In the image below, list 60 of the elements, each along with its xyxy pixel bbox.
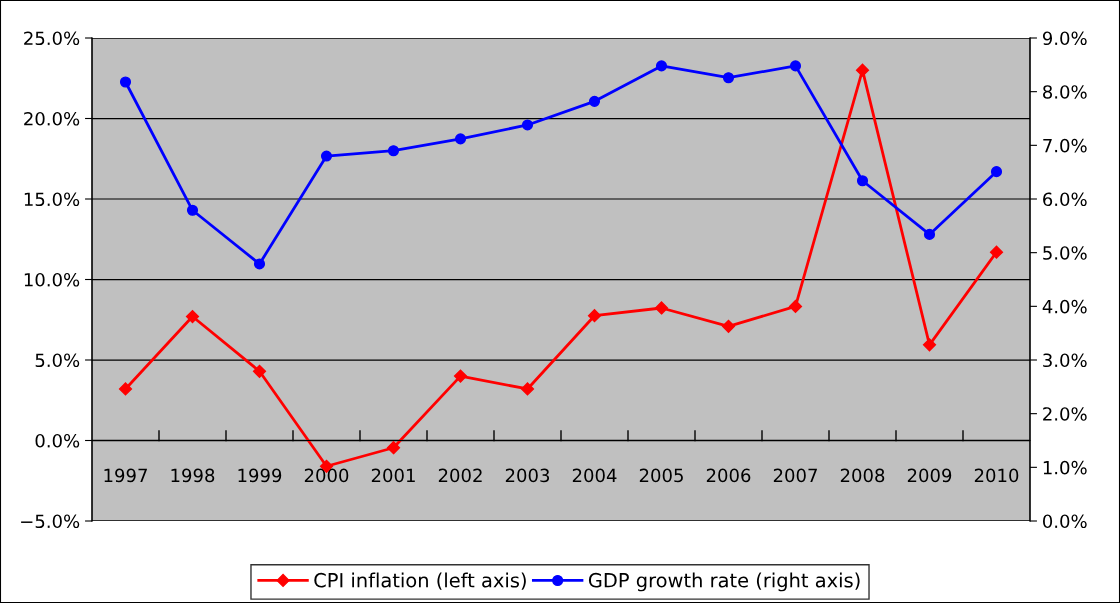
point bbox=[386, 441, 401, 455]
point bbox=[320, 150, 333, 162]
x-tick-label: 2008 bbox=[840, 468, 885, 483]
point bbox=[923, 228, 936, 240]
point bbox=[922, 338, 937, 352]
x-tick-label: 2005 bbox=[639, 468, 683, 483]
point bbox=[252, 364, 267, 378]
point bbox=[654, 301, 669, 315]
y2-tick-label: 1.0% bbox=[1043, 460, 1087, 475]
point bbox=[118, 382, 133, 396]
point bbox=[454, 133, 467, 145]
x-tick-label: 2006 bbox=[706, 468, 751, 483]
x-tick-label: 2010 bbox=[974, 468, 1019, 483]
x-tick-label: 2000 bbox=[304, 468, 349, 483]
y-tick-label: 10.0% bbox=[24, 272, 80, 287]
point bbox=[722, 72, 735, 84]
point bbox=[186, 204, 199, 216]
x-tick-label: 1998 bbox=[171, 468, 215, 483]
point bbox=[520, 382, 535, 396]
point bbox=[253, 258, 266, 270]
point bbox=[521, 119, 534, 131]
y2-tick-label: 8.0% bbox=[1043, 85, 1087, 99]
y-tick-label: 5.0% bbox=[35, 353, 80, 368]
y2-tick-label: 0.0% bbox=[1043, 514, 1087, 529]
y2-tick-label: 7.0% bbox=[1043, 138, 1087, 153]
x-tick-label: 1997 bbox=[104, 468, 147, 483]
y-tick-label: 20.0% bbox=[24, 111, 80, 126]
point bbox=[119, 76, 132, 88]
point bbox=[387, 145, 400, 157]
y-tick-label: 0.0% bbox=[35, 433, 80, 448]
y2-tick-label: 3.0% bbox=[1043, 353, 1087, 368]
point bbox=[789, 60, 802, 72]
point bbox=[989, 245, 1004, 259]
y2-tick-label: 5.0% bbox=[1043, 246, 1087, 260]
point bbox=[587, 309, 602, 323]
point bbox=[990, 166, 1003, 178]
point bbox=[453, 369, 468, 383]
point bbox=[788, 299, 803, 313]
y-tick-label: −5.0% bbox=[21, 514, 80, 529]
x-tick-label: 2009 bbox=[907, 468, 952, 483]
y-tick-label: 15.0% bbox=[24, 192, 80, 207]
x-tick-label: 2007 bbox=[773, 468, 817, 483]
point bbox=[855, 63, 870, 77]
y2-tick-label: 2.0% bbox=[1043, 407, 1087, 421]
point bbox=[185, 309, 200, 324]
legend-label: GDP growth rate (right axis) bbox=[588, 572, 860, 592]
y2-tick-label: 6.0% bbox=[1043, 192, 1087, 207]
x-tick-label: 2003 bbox=[505, 468, 550, 483]
point bbox=[588, 95, 601, 107]
point bbox=[856, 175, 869, 187]
x-tick-label: 1999 bbox=[238, 468, 282, 483]
y2-tick-label: 9.0% bbox=[1042, 31, 1087, 46]
point bbox=[655, 60, 668, 72]
y2-tick-label: 4.0% bbox=[1042, 299, 1087, 314]
y-tick-label: 25.0% bbox=[24, 31, 80, 46]
legend-label: CPI inflation (left axis) bbox=[314, 572, 526, 590]
x-tick-label: 2004 bbox=[572, 468, 617, 483]
point bbox=[721, 319, 736, 333]
x-tick-label: 2001 bbox=[371, 468, 415, 483]
x-tick-label: 2002 bbox=[438, 468, 482, 483]
